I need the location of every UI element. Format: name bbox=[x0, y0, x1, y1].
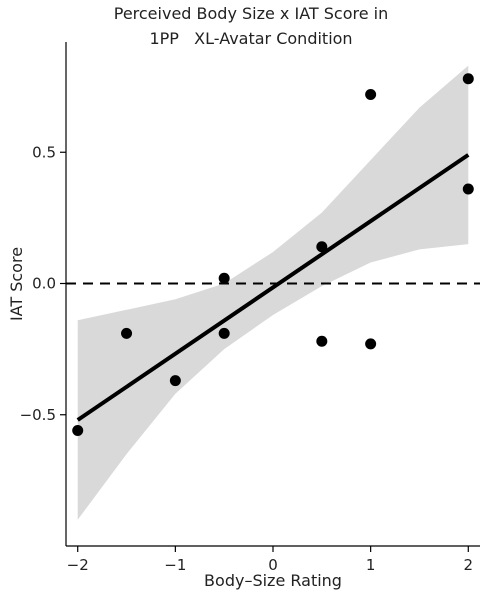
x-tick-label: 1 bbox=[366, 556, 376, 574]
data-point bbox=[72, 425, 84, 436]
x-tick-label: −2 bbox=[67, 556, 89, 574]
data-point bbox=[169, 375, 181, 387]
x-axis-label: Body–Size Rating bbox=[204, 571, 342, 590]
data-point bbox=[365, 338, 377, 350]
data-point bbox=[316, 335, 328, 347]
confidence-band bbox=[77, 65, 469, 520]
x-tick-label: 0 bbox=[268, 556, 278, 574]
data-point bbox=[462, 73, 474, 85]
plot-area bbox=[66, 65, 480, 520]
chart-title-line1: Perceived Body Size x IAT Score in bbox=[114, 4, 389, 23]
chart-title-line2: 1PP XL-Avatar Condition bbox=[149, 29, 352, 48]
data-point bbox=[218, 327, 230, 339]
x-tick-label: 2 bbox=[464, 556, 474, 574]
y-tick-label: 0.5 bbox=[32, 143, 56, 161]
data-point bbox=[462, 183, 474, 195]
data-point bbox=[121, 327, 133, 339]
y-tick-label: 0.0 bbox=[32, 275, 56, 293]
x-tick-label: −1 bbox=[164, 556, 186, 574]
y-tick-label: −0.5 bbox=[20, 406, 56, 424]
data-point bbox=[218, 272, 230, 284]
data-point bbox=[316, 241, 328, 253]
data-point bbox=[365, 89, 377, 100]
regression-line bbox=[76, 153, 470, 422]
axis-ticks: −2 −1 0 1 2 −0.5 0.0 0.5 bbox=[20, 143, 473, 574]
y-axis-label: IAT Score bbox=[7, 247, 26, 321]
